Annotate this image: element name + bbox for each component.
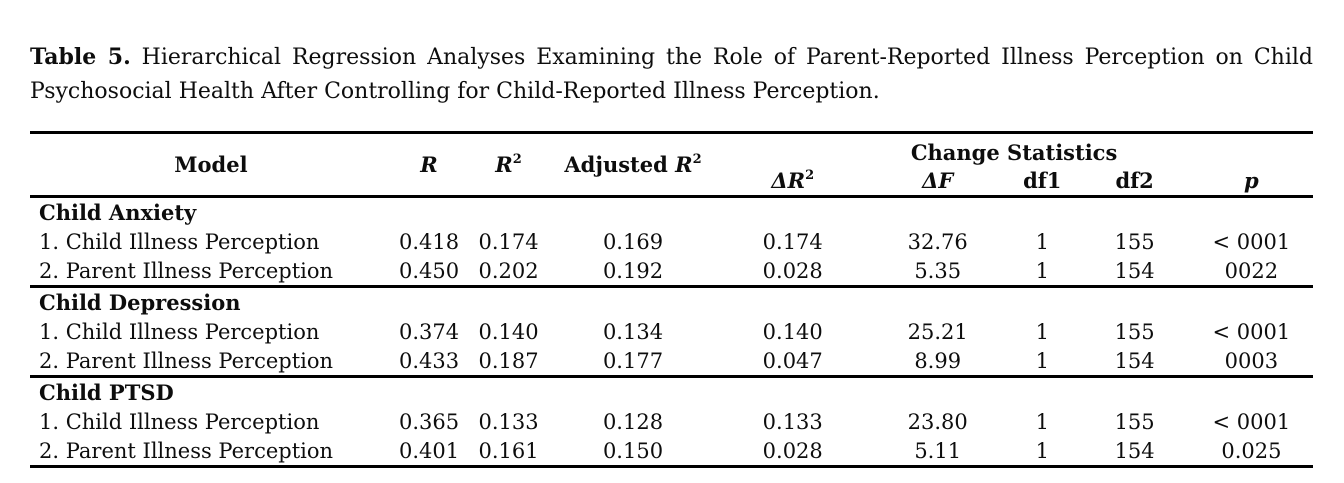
section-child-anxiety: Child Anxiety 1. Child Illness Perceptio…	[30, 197, 1313, 287]
table-caption-label: Table 5.	[30, 44, 131, 70]
cell-r: 0.365	[398, 409, 460, 434]
cell-df2: 154	[1114, 348, 1155, 373]
cell-r2: 0.161	[478, 438, 539, 463]
table-header: Model R R2 Adjusted R2 Change Statistics…	[30, 133, 1313, 197]
header-delta-r2: ΔR2	[771, 168, 815, 193]
cell-delta-r2: 0.047	[762, 348, 823, 373]
section-name: Child PTSD	[39, 380, 174, 405]
cell-model: 2. Parent Illness Perception	[39, 258, 334, 283]
cell-delta-r2: 0.133	[762, 409, 823, 434]
cell-adjusted-r2: 0.169	[602, 229, 664, 254]
cell-p: 0022	[1224, 258, 1279, 283]
cell-r: 0.401	[398, 438, 460, 463]
table-row: 2. Parent Illness Perception 0.433 0.187…	[30, 346, 1313, 377]
cell-df1: 1	[1035, 438, 1049, 463]
cell-delta-f: 5.35	[914, 258, 962, 283]
cell-delta-r2: 0.028	[762, 438, 823, 463]
cell-delta-f: 8.99	[914, 348, 962, 373]
section-name: Child Anxiety	[39, 200, 197, 225]
cell-df2: 155	[1114, 409, 1155, 434]
header-r: R	[420, 152, 438, 177]
cell-r2: 0.174	[478, 229, 539, 254]
cell-adjusted-r2: 0.177	[602, 348, 664, 373]
cell-adjusted-r2: 0.192	[602, 258, 664, 283]
cell-p: < 0001	[1212, 319, 1291, 344]
cell-p: < 0001	[1212, 229, 1291, 254]
section-child-ptsd: Child PTSD 1. Child Illness Perception 0…	[30, 377, 1313, 467]
cell-p: 0003	[1224, 348, 1279, 373]
cell-r: 0.374	[398, 319, 460, 344]
table-row: 1. Child Illness Perception 0.374 0.140 …	[30, 317, 1313, 346]
table-row: 1. Child Illness Perception 0.418 0.174 …	[30, 227, 1313, 256]
cell-adjusted-r2: 0.128	[602, 409, 664, 434]
cell-p: 0.025	[1221, 438, 1282, 463]
cell-df2: 154	[1114, 258, 1155, 283]
cell-delta-f: 32.76	[907, 229, 968, 254]
table-row: 2. Parent Illness Perception 0.450 0.202…	[30, 256, 1313, 287]
cell-adjusted-r2: 0.134	[602, 319, 664, 344]
section-row: Child Depression	[30, 287, 1313, 318]
cell-df2: 155	[1114, 319, 1155, 344]
cell-delta-r2: 0.140	[762, 319, 823, 344]
cell-delta-r2: 0.028	[762, 258, 823, 283]
section-row: Child PTSD	[30, 377, 1313, 408]
header-p: p	[1244, 168, 1259, 193]
cell-r2: 0.140	[478, 319, 539, 344]
header-delta-f: ΔF	[922, 168, 954, 193]
cell-df1: 1	[1035, 409, 1049, 434]
cell-delta-r2: 0.174	[762, 229, 823, 254]
cell-r: 0.433	[398, 348, 460, 373]
cell-adjusted-r2: 0.150	[602, 438, 664, 463]
cell-r2: 0.187	[478, 348, 539, 373]
cell-r: 0.450	[398, 258, 460, 283]
cell-delta-f: 5.11	[914, 438, 962, 463]
cell-df1: 1	[1035, 258, 1049, 283]
section-name: Child Depression	[39, 290, 241, 315]
header-df1: df1	[1023, 168, 1062, 193]
cell-df1: 1	[1035, 319, 1049, 344]
cell-p: < 0001	[1212, 409, 1291, 434]
cell-delta-f: 23.80	[907, 409, 968, 434]
section-row: Child Anxiety	[30, 197, 1313, 228]
header-adjusted-r2: Adjusted R2	[564, 152, 702, 177]
table-row: 1. Child Illness Perception 0.365 0.133 …	[30, 407, 1313, 436]
cell-r2: 0.202	[478, 258, 539, 283]
cell-df2: 155	[1114, 229, 1155, 254]
cell-delta-f: 25.21	[907, 319, 968, 344]
cell-r2: 0.133	[478, 409, 539, 434]
table-caption: Table 5. Hierarchical Regression Analyse…	[30, 40, 1313, 109]
section-child-depression: Child Depression 1. Child Illness Percep…	[30, 287, 1313, 377]
header-df2: df2	[1115, 168, 1154, 193]
table-caption-text: Hierarchical Regression Analyses Examini…	[30, 45, 1313, 104]
table-row: 2. Parent Illness Perception 0.401 0.161…	[30, 436, 1313, 467]
regression-table: Model R R2 Adjusted R2 Change Statistics…	[30, 131, 1313, 468]
cell-model: 2. Parent Illness Perception	[39, 348, 334, 373]
cell-df1: 1	[1035, 348, 1049, 373]
cell-model: 1. Child Illness Perception	[39, 319, 320, 344]
header-model: Model	[174, 152, 248, 177]
cell-df2: 154	[1114, 438, 1155, 463]
cell-r: 0.418	[398, 229, 460, 254]
header-change-statistics: Change Statistics	[910, 140, 1118, 165]
cell-model: 1. Child Illness Perception	[39, 409, 320, 434]
cell-model: 2. Parent Illness Perception	[39, 438, 334, 463]
cell-df1: 1	[1035, 229, 1049, 254]
header-r2: R2	[495, 152, 522, 177]
cell-model: 1. Child Illness Perception	[39, 229, 320, 254]
